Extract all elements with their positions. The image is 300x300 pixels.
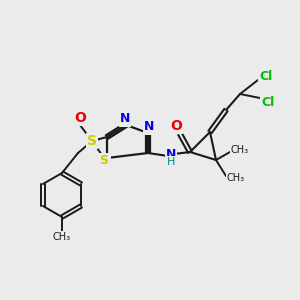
Text: O: O [74, 111, 86, 125]
Text: CH₃: CH₃ [231, 145, 249, 155]
Text: Cl: Cl [260, 70, 273, 83]
Text: O: O [170, 119, 182, 133]
Text: N: N [144, 121, 154, 134]
Text: S: S [87, 134, 97, 148]
Text: N: N [166, 148, 176, 160]
Text: CH₃: CH₃ [227, 173, 245, 183]
Text: N: N [120, 112, 130, 125]
Text: S: S [100, 154, 109, 166]
Text: O: O [98, 155, 110, 169]
Text: Cl: Cl [261, 95, 274, 109]
Text: H: H [167, 157, 175, 167]
Text: CH₃: CH₃ [53, 232, 71, 242]
